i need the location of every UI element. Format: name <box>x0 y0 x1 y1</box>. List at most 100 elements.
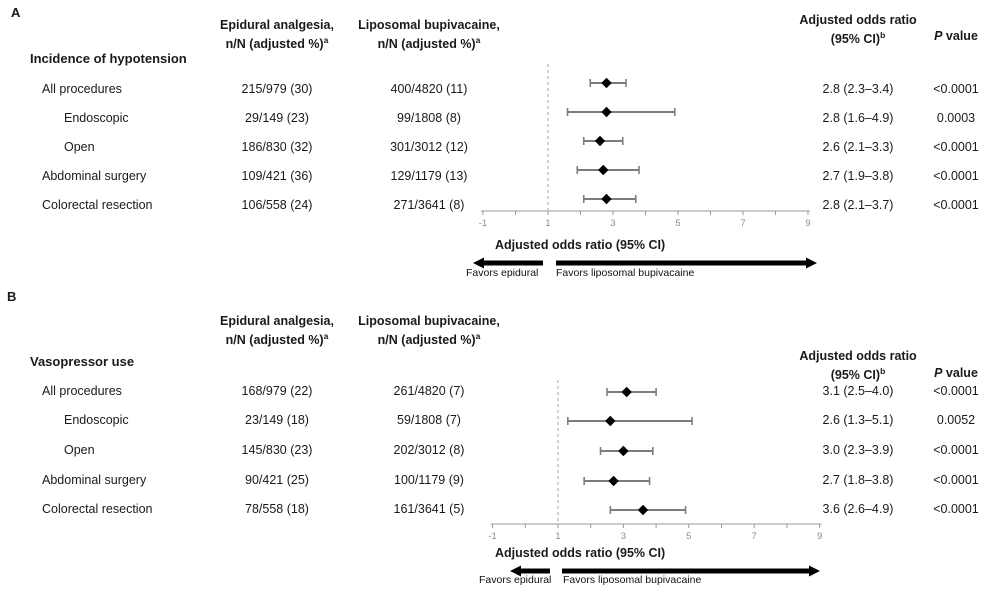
or-ci-value: 3.1 (2.5–4.0) <box>822 384 894 398</box>
panel-a-axis-label: Adjusted odds ratio (95% CI) <box>495 238 666 252</box>
p-value: <0.0001 <box>933 443 979 457</box>
footnote-a-marker: a <box>475 35 481 45</box>
liposomal-header-line1: Liposomal bupivacaine, <box>358 18 500 32</box>
favors-epidural-label: Favors epidural <box>479 574 552 586</box>
x-tick-label: -1 <box>479 218 487 229</box>
or-diamond-marker <box>598 164 609 176</box>
liposomal-header-line1: Liposomal bupivacaine, <box>358 314 500 328</box>
or-ci-value: 2.7 (1.9–3.8) <box>822 169 894 183</box>
favors-epidural-label: Favors epidural <box>466 267 539 279</box>
or-ci-value: 2.8 (1.6–4.9) <box>822 111 894 125</box>
section-title-hypotension: Incidence of hypotension <box>30 51 187 66</box>
epidural-value: 168/979 (22) <box>241 384 313 398</box>
liposomal-value: 100/1179 (9) <box>394 473 464 487</box>
or-ci-value: 2.8 (2.3–3.4) <box>822 82 894 96</box>
row-label: Endoscopic <box>64 111 129 125</box>
epidural-value: 215/979 (30) <box>241 82 313 96</box>
aor-header-line2: (95% CI)b <box>830 366 886 383</box>
aor-header-line1: Adjusted odds ratio <box>799 349 917 363</box>
x-tick-label: 3 <box>621 531 626 542</box>
or-diamond-marker <box>594 135 606 147</box>
aor-column-header: Adjusted odds ratio (95% CI)b <box>793 13 923 47</box>
favors-right-arrowhead <box>806 257 817 269</box>
p-value: <0.0001 <box>933 384 979 398</box>
liposomal-value: 261/4820 (7) <box>393 384 465 398</box>
liposomal-value: 59/1808 (7) <box>397 413 461 427</box>
epidural-header-line1: Epidural analgesia, <box>220 18 334 32</box>
footnote-a-marker: a <box>475 331 481 341</box>
liposomal-header-line2: n/N (adjusted %)a <box>377 35 481 52</box>
row-label: Open <box>64 443 95 457</box>
row-label: All procedures <box>42 384 122 398</box>
epidural-column-header: Epidural analgesia, n/N (adjusted %)a <box>202 18 352 52</box>
footnote-b-marker: b <box>880 30 886 40</box>
p-value: <0.0001 <box>933 198 979 212</box>
liposomal-value: 129/1179 (13) <box>390 169 468 183</box>
x-tick-label: -1 <box>488 531 496 542</box>
section-title-vasopressor: Vasopressor use <box>30 354 135 369</box>
epidural-header-line2: n/N (adjusted %)a <box>225 35 329 52</box>
liposomal-header-line2: n/N (adjusted %)a <box>377 331 481 348</box>
liposomal-column-header: Liposomal bupivacaine, n/N (adjusted %)a <box>347 314 511 348</box>
x-tick-label: 7 <box>740 218 745 229</box>
row-label: Abdominal surgery <box>42 473 147 487</box>
row-label: Abdominal surgery <box>42 169 147 183</box>
p-value: <0.0001 <box>933 502 979 516</box>
panel-b-axis-label: Adjusted odds ratio (95% CI) <box>495 546 666 560</box>
epidural-value: 106/558 (24) <box>241 198 313 212</box>
or-diamond-marker <box>601 106 612 118</box>
or-diamond-marker <box>608 475 619 487</box>
or-diamond-marker <box>601 77 612 89</box>
x-tick-label: 5 <box>686 531 691 542</box>
p-value: <0.0001 <box>933 82 979 96</box>
favors-left-arrowhead <box>510 565 521 577</box>
p-value: <0.0001 <box>933 169 979 183</box>
footnote-a-marker: a <box>323 35 329 45</box>
or-ci-value: 2.7 (1.8–3.8) <box>822 473 894 487</box>
p-value: 0.0052 <box>936 413 976 427</box>
favors-liposomal-label: Favors liposomal bupivacaine <box>563 574 702 586</box>
footnote-a-marker: a <box>323 331 329 341</box>
or-diamond-marker <box>605 415 616 427</box>
liposomal-column-header: Liposomal bupivacaine, n/N (adjusted %)a <box>347 18 511 52</box>
p-value-column-header: P value <box>934 366 978 380</box>
or-diamond-marker <box>618 445 629 457</box>
liposomal-value: 99/1808 (8) <box>397 111 461 125</box>
row-label: Open <box>64 140 95 154</box>
p-value: <0.0001 <box>933 140 979 154</box>
footnote-b-marker: b <box>880 366 886 376</box>
epidural-value: 145/830 (23) <box>241 443 313 457</box>
row-label: Endoscopic <box>64 413 129 427</box>
epidural-value: 109/421 (36) <box>241 169 313 183</box>
epidural-value: 186/830 (32) <box>241 140 313 154</box>
epidural-value: 29/149 (23) <box>245 111 309 125</box>
or-diamond-marker <box>637 504 649 516</box>
x-tick-label: 5 <box>675 218 680 229</box>
p-value: 0.0003 <box>936 111 976 125</box>
x-tick-label: 9 <box>817 531 822 542</box>
favors-right-arrowhead <box>809 565 820 577</box>
epidural-value: 90/421 (25) <box>245 473 309 487</box>
row-label: Colorectal resection <box>42 502 153 516</box>
epidural-value: 23/149 (18) <box>245 413 309 427</box>
or-ci-value: 2.6 (2.1–3.3) <box>822 140 894 154</box>
p-value-column-header: P value <box>934 29 978 43</box>
favors-liposomal-label: Favors liposomal bupivacaine <box>556 267 695 279</box>
aor-column-header: Adjusted odds ratio (95% CI)b <box>793 349 923 383</box>
or-ci-value: 2.8 (2.1–3.7) <box>822 198 894 212</box>
liposomal-value: 202/3012 (8) <box>393 443 465 457</box>
x-tick-label: 1 <box>545 218 550 229</box>
p-value: <0.0001 <box>933 473 979 487</box>
epidural-column-header: Epidural analgesia, n/N (adjusted %)a <box>202 314 352 348</box>
x-tick-label: 7 <box>752 531 757 542</box>
liposomal-value: 271/3641 (8) <box>393 198 465 212</box>
epidural-header-line1: Epidural analgesia, <box>220 314 334 328</box>
liposomal-value: 301/3012 (12) <box>390 140 468 154</box>
favors-left-arrowhead <box>473 257 484 269</box>
or-ci-value: 3.6 (2.6–4.9) <box>822 502 894 516</box>
or-diamond-marker <box>601 193 612 205</box>
aor-header-line1: Adjusted odds ratio <box>799 13 917 27</box>
or-diamond-marker <box>621 386 632 398</box>
